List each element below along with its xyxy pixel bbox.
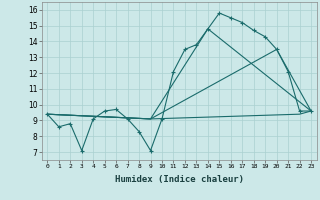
X-axis label: Humidex (Indice chaleur): Humidex (Indice chaleur): [115, 175, 244, 184]
